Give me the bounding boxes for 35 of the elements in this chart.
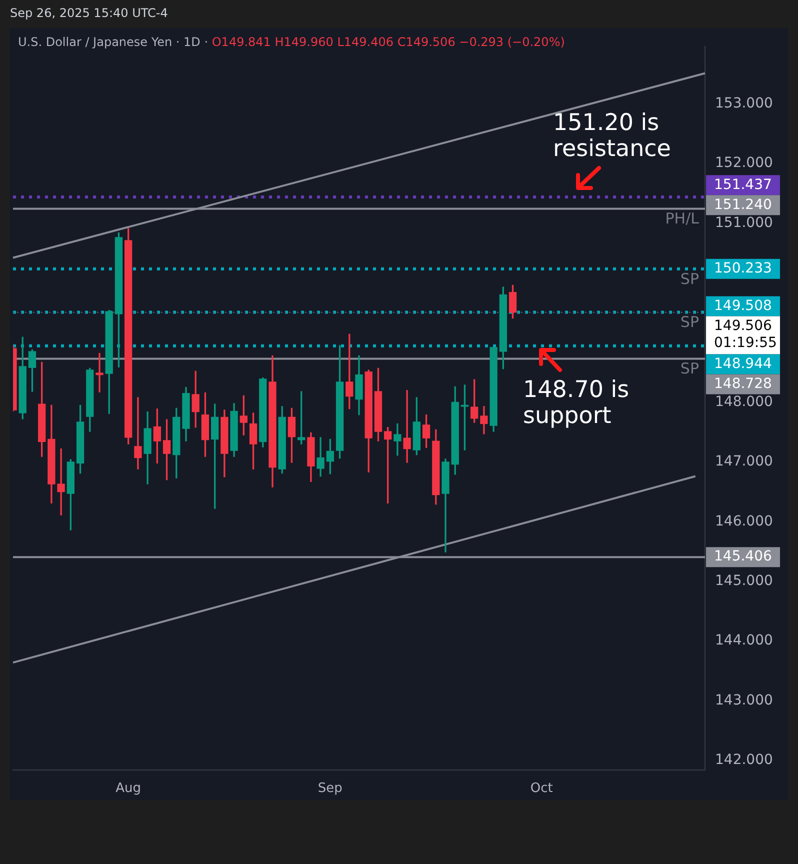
y-tick-label: 145.000 — [715, 572, 773, 589]
y-tick-label: 142.000 — [715, 752, 773, 768]
y-tick-label: 151.000 — [715, 214, 773, 231]
annotation: 151.20 is resistance — [553, 110, 672, 162]
text: Sep 26, 2025 15:40 UTC-4 — [10, 6, 169, 20]
y-tick-label: 143.000 — [715, 692, 773, 708]
annotation: 148.70 is support — [523, 377, 630, 429]
candlestick — [394, 423, 402, 456]
text: 151.437 — [714, 176, 772, 193]
text: 148.728 — [714, 376, 772, 392]
x-tick-label: Oct — [530, 781, 553, 796]
text: 149.508 — [714, 298, 772, 314]
y-tick-label: 153.000 — [715, 95, 773, 112]
y-tick-label: 148.000 — [715, 394, 773, 410]
text: 01:19:55 — [714, 334, 777, 351]
ref-line-label: SP — [680, 270, 699, 288]
y-tick-label: 144.000 — [715, 632, 773, 649]
y-tick-label: 147.000 — [715, 454, 773, 470]
candlestick — [96, 352, 104, 392]
ref-line-label: SP — [680, 360, 699, 378]
chart-subtitle: O149.841 H149.960 L149.406 C149.506 −0.293 (−0.20%) — [212, 35, 565, 49]
y-tick-label: 152.000 — [715, 155, 773, 172]
text: 149.506 — [714, 318, 772, 334]
x-tick-label: Sep — [318, 781, 342, 796]
text: 148.944 — [714, 356, 772, 372]
text: 151.240 — [714, 196, 772, 213]
text: 150.233 — [714, 260, 772, 277]
y-tick-label: 146.000 — [715, 513, 773, 530]
x-tick-label: Aug — [116, 781, 142, 796]
ref-line-label: SP — [680, 313, 699, 332]
candlestick — [403, 390, 411, 463]
candlestick — [134, 397, 142, 470]
text: 145.406 — [714, 548, 772, 565]
chart-title: U.S. Dollar / Japanese Yen · 1D · — [18, 35, 208, 49]
ref-line-label: PH/L — [665, 210, 700, 228]
